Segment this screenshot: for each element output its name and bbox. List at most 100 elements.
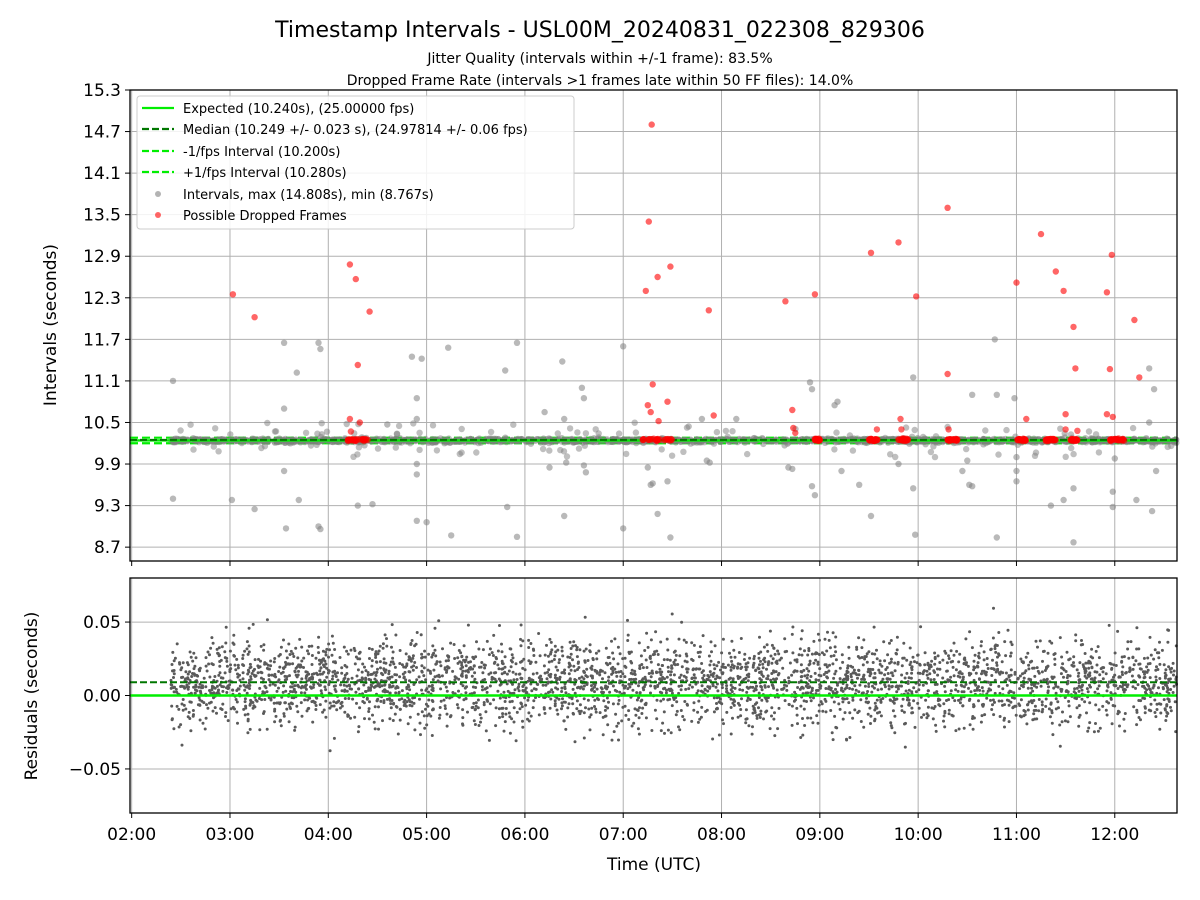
residual-point [851, 687, 854, 691]
interval-outlier [733, 415, 740, 423]
residual-point [926, 705, 930, 709]
residual-point [729, 697, 733, 701]
residual-point [834, 687, 837, 691]
residual-point [626, 687, 630, 691]
residual-point [388, 717, 392, 721]
residual-point [1074, 633, 1078, 637]
residual-point [1065, 650, 1069, 654]
residual-point [857, 673, 861, 677]
residual-point [1059, 689, 1063, 693]
residual-point [1026, 703, 1030, 706]
dropped-frame-outlier [1070, 323, 1077, 331]
residual-point [785, 684, 789, 688]
residual-point [547, 660, 551, 664]
residual-point [635, 691, 639, 695]
residual-point [817, 653, 821, 656]
residual-point [715, 702, 718, 705]
residual-point [1111, 704, 1115, 707]
residual-point [385, 637, 388, 641]
residual-point [1033, 704, 1037, 708]
residual-point [722, 722, 725, 726]
residual-point [943, 725, 947, 729]
residual-point [567, 665, 571, 669]
residual-point [627, 682, 631, 686]
dropped-frame-outlier [1074, 427, 1081, 434]
residual-point [670, 691, 674, 695]
residual-point [707, 654, 711, 658]
dropped-frame-point [362, 436, 370, 443]
residual-point [394, 691, 398, 695]
residual-point [972, 668, 976, 672]
residual-point [1116, 687, 1120, 690]
residual-point [464, 674, 468, 678]
residual-point [1027, 663, 1031, 667]
residual-point [790, 632, 794, 636]
interval-outlier [413, 460, 420, 468]
residual-point [1050, 641, 1054, 645]
residual-point [977, 656, 981, 660]
residual-point [411, 656, 415, 660]
residual-point [283, 701, 287, 705]
residual-point [575, 655, 579, 659]
residual-point [500, 642, 503, 646]
residual-point [1019, 715, 1023, 719]
interval-point [1085, 428, 1093, 435]
residual-point [582, 677, 586, 681]
residual-point [278, 653, 282, 656]
interval-outlier [354, 502, 361, 509]
residual-point [1076, 674, 1080, 678]
residual-point [659, 673, 663, 677]
residual-point [817, 678, 821, 682]
residual-point [1135, 710, 1139, 714]
residual-point [812, 661, 816, 665]
residual-point [1056, 700, 1060, 704]
residual-point [1026, 686, 1030, 690]
residual-point [721, 637, 725, 641]
residual-point [621, 657, 625, 661]
residual-point [514, 672, 518, 676]
residual-point [325, 666, 329, 670]
residual-point [551, 690, 555, 694]
residual-point [758, 671, 761, 674]
dropped-frame-outlier [1023, 415, 1030, 423]
residual-point [584, 674, 588, 678]
figure-title: Timestamp Intervals - USL00M_20240831_02… [274, 18, 925, 43]
residual-point [590, 684, 593, 688]
residual-point [1123, 712, 1127, 715]
residual-point [947, 698, 951, 702]
residual-point [504, 707, 508, 710]
dropped-frame-outlier [644, 402, 651, 409]
interval-point [313, 441, 320, 448]
residual-point [208, 653, 211, 657]
residual-point [1064, 670, 1068, 673]
residual-point [367, 707, 371, 711]
residual-point [905, 671, 909, 675]
residual-point [707, 675, 711, 679]
residual-point [598, 711, 602, 715]
residual-point [891, 709, 895, 713]
residual-point [989, 647, 993, 651]
residual-point [332, 700, 336, 704]
interval-outlier [969, 483, 976, 490]
residual-point [1088, 701, 1092, 705]
residual-point [1132, 705, 1136, 709]
residual-point [729, 732, 733, 736]
residual-point [1073, 687, 1077, 691]
residual-point [967, 699, 971, 702]
residual-point [510, 699, 514, 703]
residual-point [846, 674, 850, 678]
residual-point [246, 668, 250, 672]
residual-point [1142, 656, 1146, 660]
residual-point [891, 700, 895, 703]
interval-point [314, 430, 321, 437]
residual-point [1077, 724, 1081, 728]
residual-point [799, 670, 803, 673]
residual-point [913, 725, 917, 729]
residual-point [887, 687, 891, 691]
residual-point [427, 684, 431, 688]
residual-point [1134, 659, 1138, 663]
residual-point [1168, 677, 1172, 681]
residual-point [521, 725, 525, 729]
residual-point [223, 650, 227, 654]
residual-point [328, 749, 332, 753]
